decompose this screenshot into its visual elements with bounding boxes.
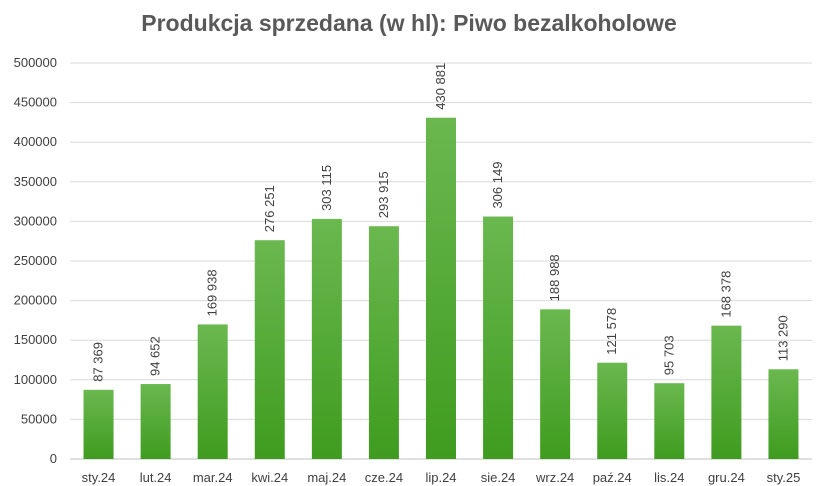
data-label: 293 915 (376, 171, 391, 218)
data-label: 306 149 (490, 162, 505, 209)
bars (83, 117, 799, 459)
y-tick-label: 350000 (14, 174, 57, 189)
x-tick-label: sty.25 (767, 470, 801, 485)
y-tick-label: 250000 (14, 253, 57, 268)
bar-sty.24 (83, 389, 114, 459)
x-tick-label: cze.24 (365, 470, 403, 485)
data-label: 87 369 (91, 342, 106, 382)
y-tick-label: 150000 (14, 332, 57, 347)
bar-sie.24 (483, 216, 514, 459)
bar-mar.24 (197, 324, 228, 459)
y-tick-label: 450000 (14, 95, 57, 110)
bar-wrz.24 (540, 309, 571, 459)
x-tick-label: kwi.24 (251, 470, 288, 485)
y-tick-label: 50000 (21, 411, 57, 426)
y-tick-label: 500000 (14, 55, 57, 70)
x-tick-label: sty.24 (82, 470, 116, 485)
data-label: 188 988 (547, 254, 562, 301)
bar-lip.24 (426, 117, 456, 459)
data-labels: 87 369 94 652 169 938 276 251 303 115 293 915… (91, 63, 791, 382)
x-tick-label: maj.24 (307, 470, 346, 485)
data-label: 95 703 (661, 335, 676, 375)
bar-cze.24 (368, 226, 399, 459)
y-tick-label: 200000 (14, 293, 57, 308)
bar-sty.25 (768, 369, 799, 459)
chart-title: Produkcja sprzedana (w hl): Piwo bezalko… (141, 10, 677, 36)
data-label: 121 578 (604, 308, 619, 355)
x-tick-label: lip.24 (425, 470, 456, 485)
bar-gru.24 (711, 325, 742, 459)
x-tick-label: lis.24 (654, 470, 684, 485)
data-label: 276 251 (262, 185, 277, 232)
data-label: 168 378 (718, 271, 733, 318)
x-axis-ticks: sty.24 lut.24 mar.24 kwi.24 maj.24 cze.24 lip.… (82, 470, 801, 485)
x-tick-label: mar.24 (193, 470, 233, 485)
bar-lis.24 (654, 383, 685, 459)
y-tick-label: 400000 (14, 134, 57, 149)
x-tick-label: lut.24 (140, 470, 172, 485)
y-axis-ticks: 0 50000 100000 150000 200000 250000 300000 3500… (14, 55, 57, 466)
bar-kwi.24 (254, 240, 285, 459)
data-label: 113 290 (775, 315, 790, 361)
x-tick-label: paź.24 (593, 470, 632, 485)
bar-paź.24 (597, 362, 628, 459)
y-tick-label: 100000 (14, 372, 57, 387)
bar-maj.24 (311, 218, 342, 459)
bar-lut.24 (140, 384, 171, 459)
data-label: 430 881 (433, 63, 448, 110)
x-tick-label: sie.24 (481, 470, 516, 485)
x-tick-label: gru.24 (708, 470, 745, 485)
data-label: 94 652 (148, 336, 163, 376)
x-tick-label: wrz.24 (535, 470, 574, 485)
y-tick-label: 0 (50, 451, 57, 466)
y-tick-label: 300000 (14, 213, 57, 228)
data-label: 303 115 (319, 165, 334, 211)
data-label: 169 938 (205, 269, 220, 316)
